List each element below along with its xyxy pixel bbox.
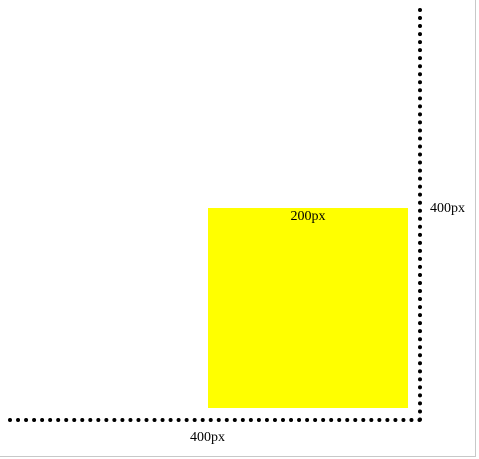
yellow-square: 200px [208,208,408,408]
dotted-box: 200px [8,8,422,422]
height-label: 400px [430,201,465,216]
square-label: 200px [290,209,326,224]
width-label: 400px [190,430,225,445]
